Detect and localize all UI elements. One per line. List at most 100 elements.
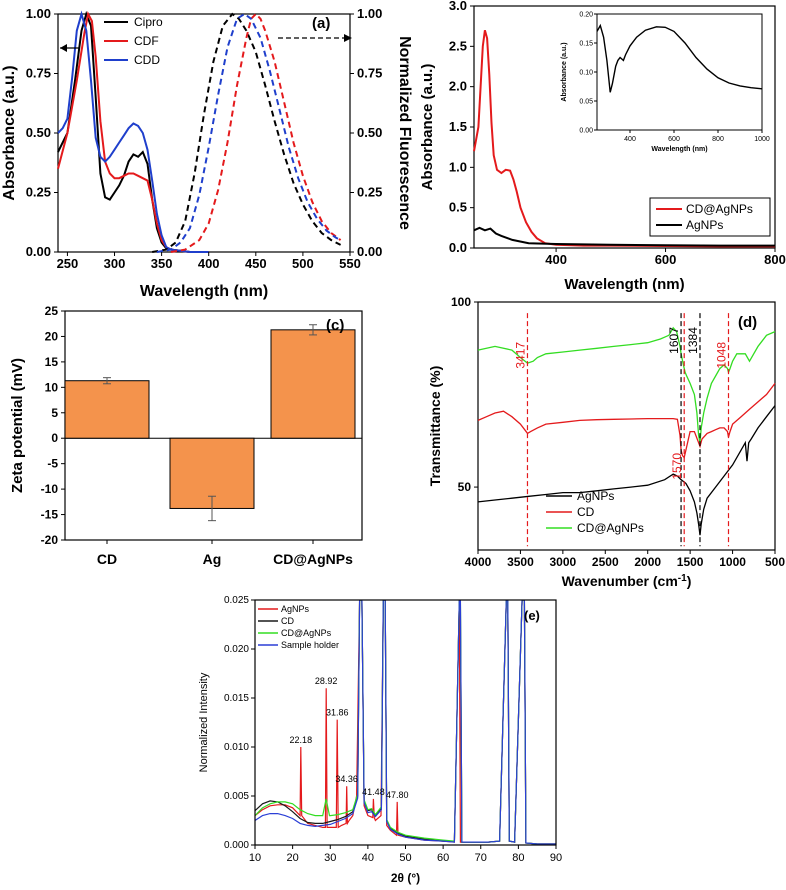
panel-b-inset-ytick-label: 0.10 bbox=[579, 70, 593, 77]
panel-b-agnps-line bbox=[473, 226, 775, 247]
panel-e-cd-line bbox=[255, 600, 556, 845]
panel-e-peak-label: 28.92 bbox=[315, 676, 338, 686]
panel-a-right-ytick-label: 1.00 bbox=[357, 6, 382, 21]
panel-e-xtick-label: 70 bbox=[475, 852, 487, 864]
panel-b-inset-ytick-label: 0.05 bbox=[579, 99, 593, 106]
panel-c-ytick-label: 10 bbox=[45, 380, 59, 394]
panel-d-frame bbox=[477, 301, 776, 551]
panel-a-legend-label: CDD bbox=[134, 53, 160, 67]
panel-e-xlabel: 2θ (°) bbox=[391, 871, 420, 885]
panel-a-ytick-label: 0.50 bbox=[26, 125, 51, 140]
panel-d-legend-label: CD bbox=[577, 505, 595, 519]
panel-d-ytick-label: 50 bbox=[458, 480, 472, 494]
panel-a-ytick-label: 0.75 bbox=[26, 66, 51, 81]
panel-b-xtick-label: 800 bbox=[764, 252, 786, 267]
panel-b-ytick-label: 3.0 bbox=[449, 0, 467, 13]
panel-e-legend-label: AgNPs bbox=[281, 604, 310, 614]
panel-e-peak-label: 41.48 bbox=[362, 787, 385, 797]
panel-d-annotation-label: 1570 bbox=[670, 453, 684, 480]
panel-d-annotation-label: 1384 bbox=[686, 327, 700, 354]
panel-d-xtick-label: 1000 bbox=[719, 555, 746, 569]
panel-d-xtick-label: 2000 bbox=[634, 555, 661, 569]
panel-a-right-ytick-label: 0.50 bbox=[357, 125, 382, 140]
panel-b-inset-ytick-label: 0.00 bbox=[579, 128, 593, 135]
panel-e-legend-label: Sample holder bbox=[281, 640, 339, 650]
panel-a-xtick-label: 300 bbox=[104, 256, 126, 271]
panel-d-ytick-label: 100 bbox=[451, 295, 471, 309]
panel-c-category-label: Ag bbox=[203, 551, 222, 567]
panel-c-ytick-label: -20 bbox=[41, 533, 59, 547]
panel-d-cd-line bbox=[477, 383, 776, 459]
panel-a-ytick-label: 0.25 bbox=[26, 185, 51, 200]
panel-b-inset-frame bbox=[596, 13, 763, 131]
panel-b-ytick-label: 2.0 bbox=[449, 79, 467, 94]
panel-a-xlabel: Wavelength (nm) bbox=[140, 283, 268, 300]
panel-c-bar-cd@agnps bbox=[270, 329, 356, 439]
panel-a-y2label: Normalized Fluorescence bbox=[396, 36, 413, 230]
panel-b-inset-ytick-label: 0.15 bbox=[579, 41, 593, 48]
panel-c-ytick-label: -15 bbox=[41, 508, 59, 522]
panel-e-peak-label: 31.86 bbox=[326, 708, 349, 718]
panel-e-ytick-label: 0.000 bbox=[224, 840, 249, 851]
panel-c-ytick-label: 15 bbox=[45, 355, 59, 369]
panel-e-peak-label: 34.36 bbox=[335, 774, 358, 784]
panel-d-xtick-label: 2500 bbox=[592, 555, 619, 569]
panel-e-xtick-label: 50 bbox=[399, 852, 411, 864]
panel-e-xtick-label: 90 bbox=[550, 852, 562, 864]
panel-e-xtick-label: 60 bbox=[437, 852, 449, 864]
panel-e-legend-label: CD@AgNPs bbox=[281, 628, 332, 638]
panel-d-annotation-label: 1607 bbox=[667, 327, 681, 354]
panel-c-ytick-label: -5 bbox=[47, 457, 58, 471]
panel-b-inset-ytick-label: 0.20 bbox=[579, 12, 593, 19]
panel-a-cdd-fluorescence-line bbox=[156, 12, 342, 253]
panel-b-ytick-label: 0.5 bbox=[449, 200, 467, 215]
panel-e-ytick-label: 0.025 bbox=[224, 595, 249, 606]
panel-a-left-arrow-head bbox=[60, 44, 67, 52]
panel-e-label: (e) bbox=[524, 608, 540, 623]
panel-b-legend-label: AgNPs bbox=[686, 218, 723, 232]
panel-a-xtick-label: 350 bbox=[151, 256, 173, 271]
panel-d-cd@agnps-line bbox=[477, 326, 776, 443]
panel-a-right-ytick-label: 0.00 bbox=[357, 244, 382, 259]
panel-d-legend-label: AgNPs bbox=[577, 489, 614, 503]
panel-d-legend-label: CD@AgNPs bbox=[577, 521, 644, 535]
panel-a-label: (a) bbox=[312, 15, 330, 32]
panel-a-right-arrow-head bbox=[344, 34, 352, 42]
panel-b-inset-xlabel: Wavelength (nm) bbox=[651, 146, 707, 153]
panel-e-xtick-label: 80 bbox=[512, 852, 524, 864]
panel-e-ytick-label: 0.015 bbox=[224, 693, 249, 704]
panel-e-xtick-label: 40 bbox=[362, 852, 374, 864]
panel-c-bar-cd bbox=[64, 380, 150, 439]
panel-b-ytick-label: 0.0 bbox=[449, 240, 467, 255]
panel-a-xtick-label: 400 bbox=[198, 256, 220, 271]
panel-d-xtick-label: 3500 bbox=[507, 555, 534, 569]
panel-e-ytick-label: 0.005 bbox=[224, 791, 249, 802]
panel-b-legend-label: CD@AgNPs bbox=[686, 202, 753, 216]
panel-c-ytick-label: 25 bbox=[45, 304, 59, 318]
panel-d-xtick-label: 4000 bbox=[465, 555, 492, 569]
panel-b-ytick-label: 2.5 bbox=[449, 38, 467, 53]
panel-b-ytick-label: 1.5 bbox=[449, 119, 467, 134]
panel-c-category-label: CD bbox=[97, 551, 117, 567]
panel-a-right-ytick-label: 0.75 bbox=[357, 66, 382, 81]
panel-b-ylabel: Absorbance (a.u.) bbox=[419, 64, 436, 191]
panel-b-cd@agnps-line bbox=[473, 29, 775, 248]
panel-a-cipro-fluorescence-line bbox=[152, 12, 342, 253]
panel-e-peak-label: 47.80 bbox=[386, 790, 409, 800]
panel-b-inset-xtick-label: 600 bbox=[668, 136, 680, 143]
panel-e-peak-label: 22.18 bbox=[290, 735, 313, 745]
panel-a-legend-label: Cipro bbox=[134, 15, 163, 29]
panel-b-inset-xtick-label: 1000 bbox=[754, 136, 770, 143]
panel-e-ylabel: Normalized Intensity bbox=[198, 672, 210, 772]
panel-b-ytick-label: 1.0 bbox=[449, 159, 467, 174]
panel-d-xtick-label: 1500 bbox=[677, 555, 704, 569]
panel-e-sample-holder-line bbox=[255, 600, 556, 845]
panel-e-xtick-label: 20 bbox=[287, 852, 299, 864]
panel-d-annotation-label: 1048 bbox=[714, 342, 728, 369]
panel-a-ytick-label: 1.00 bbox=[26, 6, 51, 21]
panel-d-annotation-label: 3417 bbox=[513, 342, 527, 369]
panel-d-xtick-label: 3000 bbox=[550, 555, 577, 569]
panel-d-xlabel: Wavenumber (cm-1) bbox=[562, 573, 692, 590]
panel-d-label: (d) bbox=[738, 314, 757, 331]
